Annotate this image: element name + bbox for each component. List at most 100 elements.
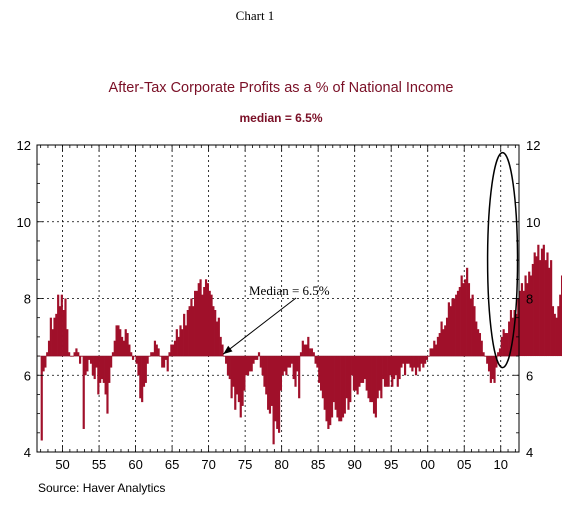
bar [219,336,222,357]
bar [546,252,549,357]
bar [341,356,345,418]
bar [162,356,166,368]
bar [420,356,423,364]
bar [363,356,366,380]
bar [119,329,122,357]
bar [51,329,54,357]
bar [268,356,272,414]
bar [86,356,89,372]
bar [398,356,401,380]
bar [232,356,235,387]
bar [89,356,93,364]
bar [478,333,482,357]
bar [323,356,326,410]
bar [458,286,461,357]
bar [212,306,215,357]
bar [137,356,140,376]
bar [319,356,323,391]
bar [208,290,211,357]
bar [168,352,171,357]
bar [188,306,191,357]
bar [343,356,346,414]
bar [369,356,372,403]
bar [495,356,498,368]
bar [389,356,392,376]
bar [53,317,56,357]
bar [124,329,127,357]
bar [210,294,213,357]
bar [489,356,492,383]
bar [371,356,374,403]
bar [480,340,483,357]
bar [372,356,376,414]
x-tick-label: 10 [494,457,508,472]
bar [78,356,82,364]
x-tick-label: 50 [55,457,69,472]
bar [181,329,184,357]
bar [170,344,173,357]
bar [46,352,49,357]
bar [329,356,332,426]
bar [64,298,67,357]
bar [508,321,511,357]
x-tick-label: 60 [128,457,142,472]
bar [299,352,303,357]
bar [318,356,321,383]
bar [520,283,524,357]
bar [62,310,65,357]
bar [376,356,379,399]
bar [113,340,116,357]
bar [374,356,377,418]
y-tick-label-right: 4 [526,445,533,460]
bar [68,352,71,357]
bar [385,356,388,387]
bar [382,356,385,380]
bar [456,290,460,357]
chart-title: After-Tax Corporate Profits as a % of Na… [109,80,454,96]
bar [97,356,100,395]
bar [141,356,144,403]
bar [203,286,206,357]
bar [393,356,396,380]
bar [540,248,544,357]
bar [135,356,138,364]
bar [349,356,352,403]
y-tick-label-right: 8 [526,292,533,307]
bar [361,356,365,383]
source-note: Source: Haver Analytics [38,481,165,495]
bar [102,356,105,383]
bar [290,356,293,364]
bar [272,356,275,445]
bar [338,356,341,422]
bar [183,313,186,357]
bar [194,290,197,357]
bar [471,294,474,357]
bar [411,356,414,372]
bar [438,333,441,357]
bar [321,356,324,399]
bar [407,356,410,364]
bar [402,356,405,364]
bar [47,340,51,357]
bar [221,344,224,357]
bar [257,352,261,357]
bar [509,310,513,357]
bar [99,356,102,383]
bar [228,356,231,380]
bar [237,356,241,403]
bar [449,306,452,357]
bar [166,356,169,372]
bar [197,283,200,357]
bar [248,356,251,372]
bar [44,356,47,368]
bar [464,279,467,357]
tick-labels: 50 55 60 65 70 75 80 85 90 95 00 05 10 4 4 6 6 8 8 10 10 12 12 [17,138,541,472]
x-tick-label: 55 [92,457,106,472]
bar [195,290,199,357]
bar [416,356,419,368]
bar [281,356,284,376]
bar [310,348,314,357]
bar [502,329,505,357]
bar [263,356,266,387]
